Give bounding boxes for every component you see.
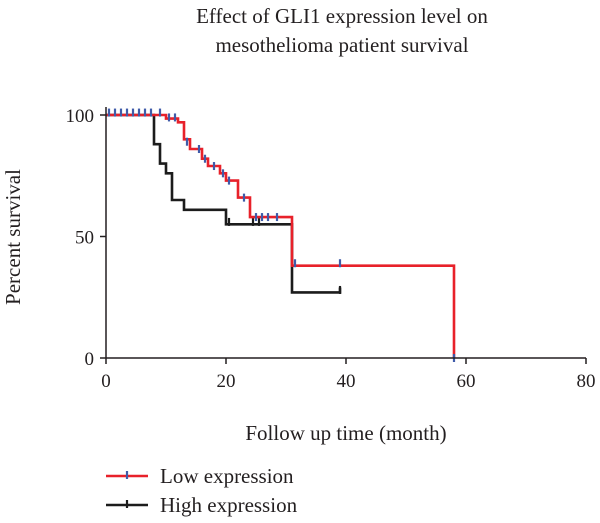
y-tick-label: 50 xyxy=(75,228,94,249)
x-axis-label: Follow up time (month) xyxy=(245,421,446,445)
x-axis: 0 20 40 60 80 Follow up time (month) xyxy=(101,357,596,445)
y-axis-label: Percent survival xyxy=(1,169,25,305)
y-axis: 0 50 100 Percent survival xyxy=(1,106,107,370)
legend-label: High expression xyxy=(160,493,298,517)
x-tick-label: 40 xyxy=(337,371,356,392)
legend: Low expression High expression xyxy=(106,464,298,517)
y-tick-label: 0 xyxy=(85,349,95,370)
survival-curve xyxy=(106,113,456,358)
plot-area xyxy=(106,108,456,362)
chart-title-line-1: Effect of GLI1 expression level on xyxy=(196,4,488,28)
y-ticks: 0 50 100 xyxy=(66,106,106,370)
legend-label: Low expression xyxy=(160,464,294,488)
legend-item-low-expression: Low expression xyxy=(106,464,294,488)
x-tick-label: 60 xyxy=(457,371,476,392)
x-tick-label: 20 xyxy=(217,371,236,392)
chart-title-line-2: mesothelioma patient survival xyxy=(215,33,468,57)
x-tick-label: 80 xyxy=(577,371,596,392)
x-ticks: 0 20 40 60 80 xyxy=(101,358,596,392)
series-high-expression xyxy=(106,113,342,294)
legend-item-high-expression: High expression xyxy=(106,493,298,517)
series-low-expression xyxy=(106,108,456,362)
y-tick-label: 100 xyxy=(66,106,95,127)
x-tick-label: 0 xyxy=(101,371,111,392)
chart-title: Effect of GLI1 expression level on mesot… xyxy=(196,4,488,57)
